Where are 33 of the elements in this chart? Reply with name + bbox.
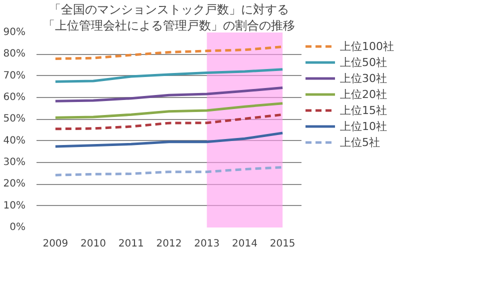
x-tick-label: 2012 (156, 238, 182, 250)
legend-label: 上位5社 (340, 134, 380, 150)
line-series (54, 102, 284, 119)
x-tick-label: 2014 (232, 238, 258, 250)
x-tick-label: 2010 (80, 238, 106, 250)
y-tick-label: 10% (3, 200, 26, 212)
line-series (54, 68, 284, 83)
legend-label: 上位100社 (340, 38, 394, 54)
legend-label: 上位15社 (340, 102, 387, 118)
legend-label: 上位30社 (340, 70, 387, 86)
y-tick-label: 60% (3, 92, 26, 103)
y-tick-label: 90% (3, 27, 26, 38)
chart-subtitle: 「上位管理会社による管理戸数」の割合の推移 (43, 18, 295, 32)
y-tick-label: 0% (10, 222, 26, 233)
y-tick-label: 70% (3, 70, 26, 82)
line-series (54, 46, 284, 60)
y-tick-label: 30% (3, 157, 26, 168)
legend-label: 上位50社 (340, 54, 387, 70)
legend-label: 上位10社 (340, 118, 387, 134)
y-tick-label: 50% (3, 114, 26, 125)
y-tick-label: 80% (3, 48, 26, 60)
line-series (54, 132, 284, 148)
line-series (54, 166, 284, 176)
chart-title: 「全国のマンションストック戸数」に対する (49, 2, 289, 16)
x-tick-label: 2013 (194, 238, 220, 250)
x-tick-label: 2009 (42, 238, 68, 250)
line-series (54, 86, 284, 102)
y-tick-label: 20% (3, 178, 26, 190)
y-tick-label: 40% (3, 135, 26, 146)
legend-label: 上位20社 (340, 86, 387, 102)
x-tick-label: 2011 (118, 238, 144, 250)
line-series (54, 113, 284, 130)
x-tick-label: 2015 (270, 238, 296, 250)
